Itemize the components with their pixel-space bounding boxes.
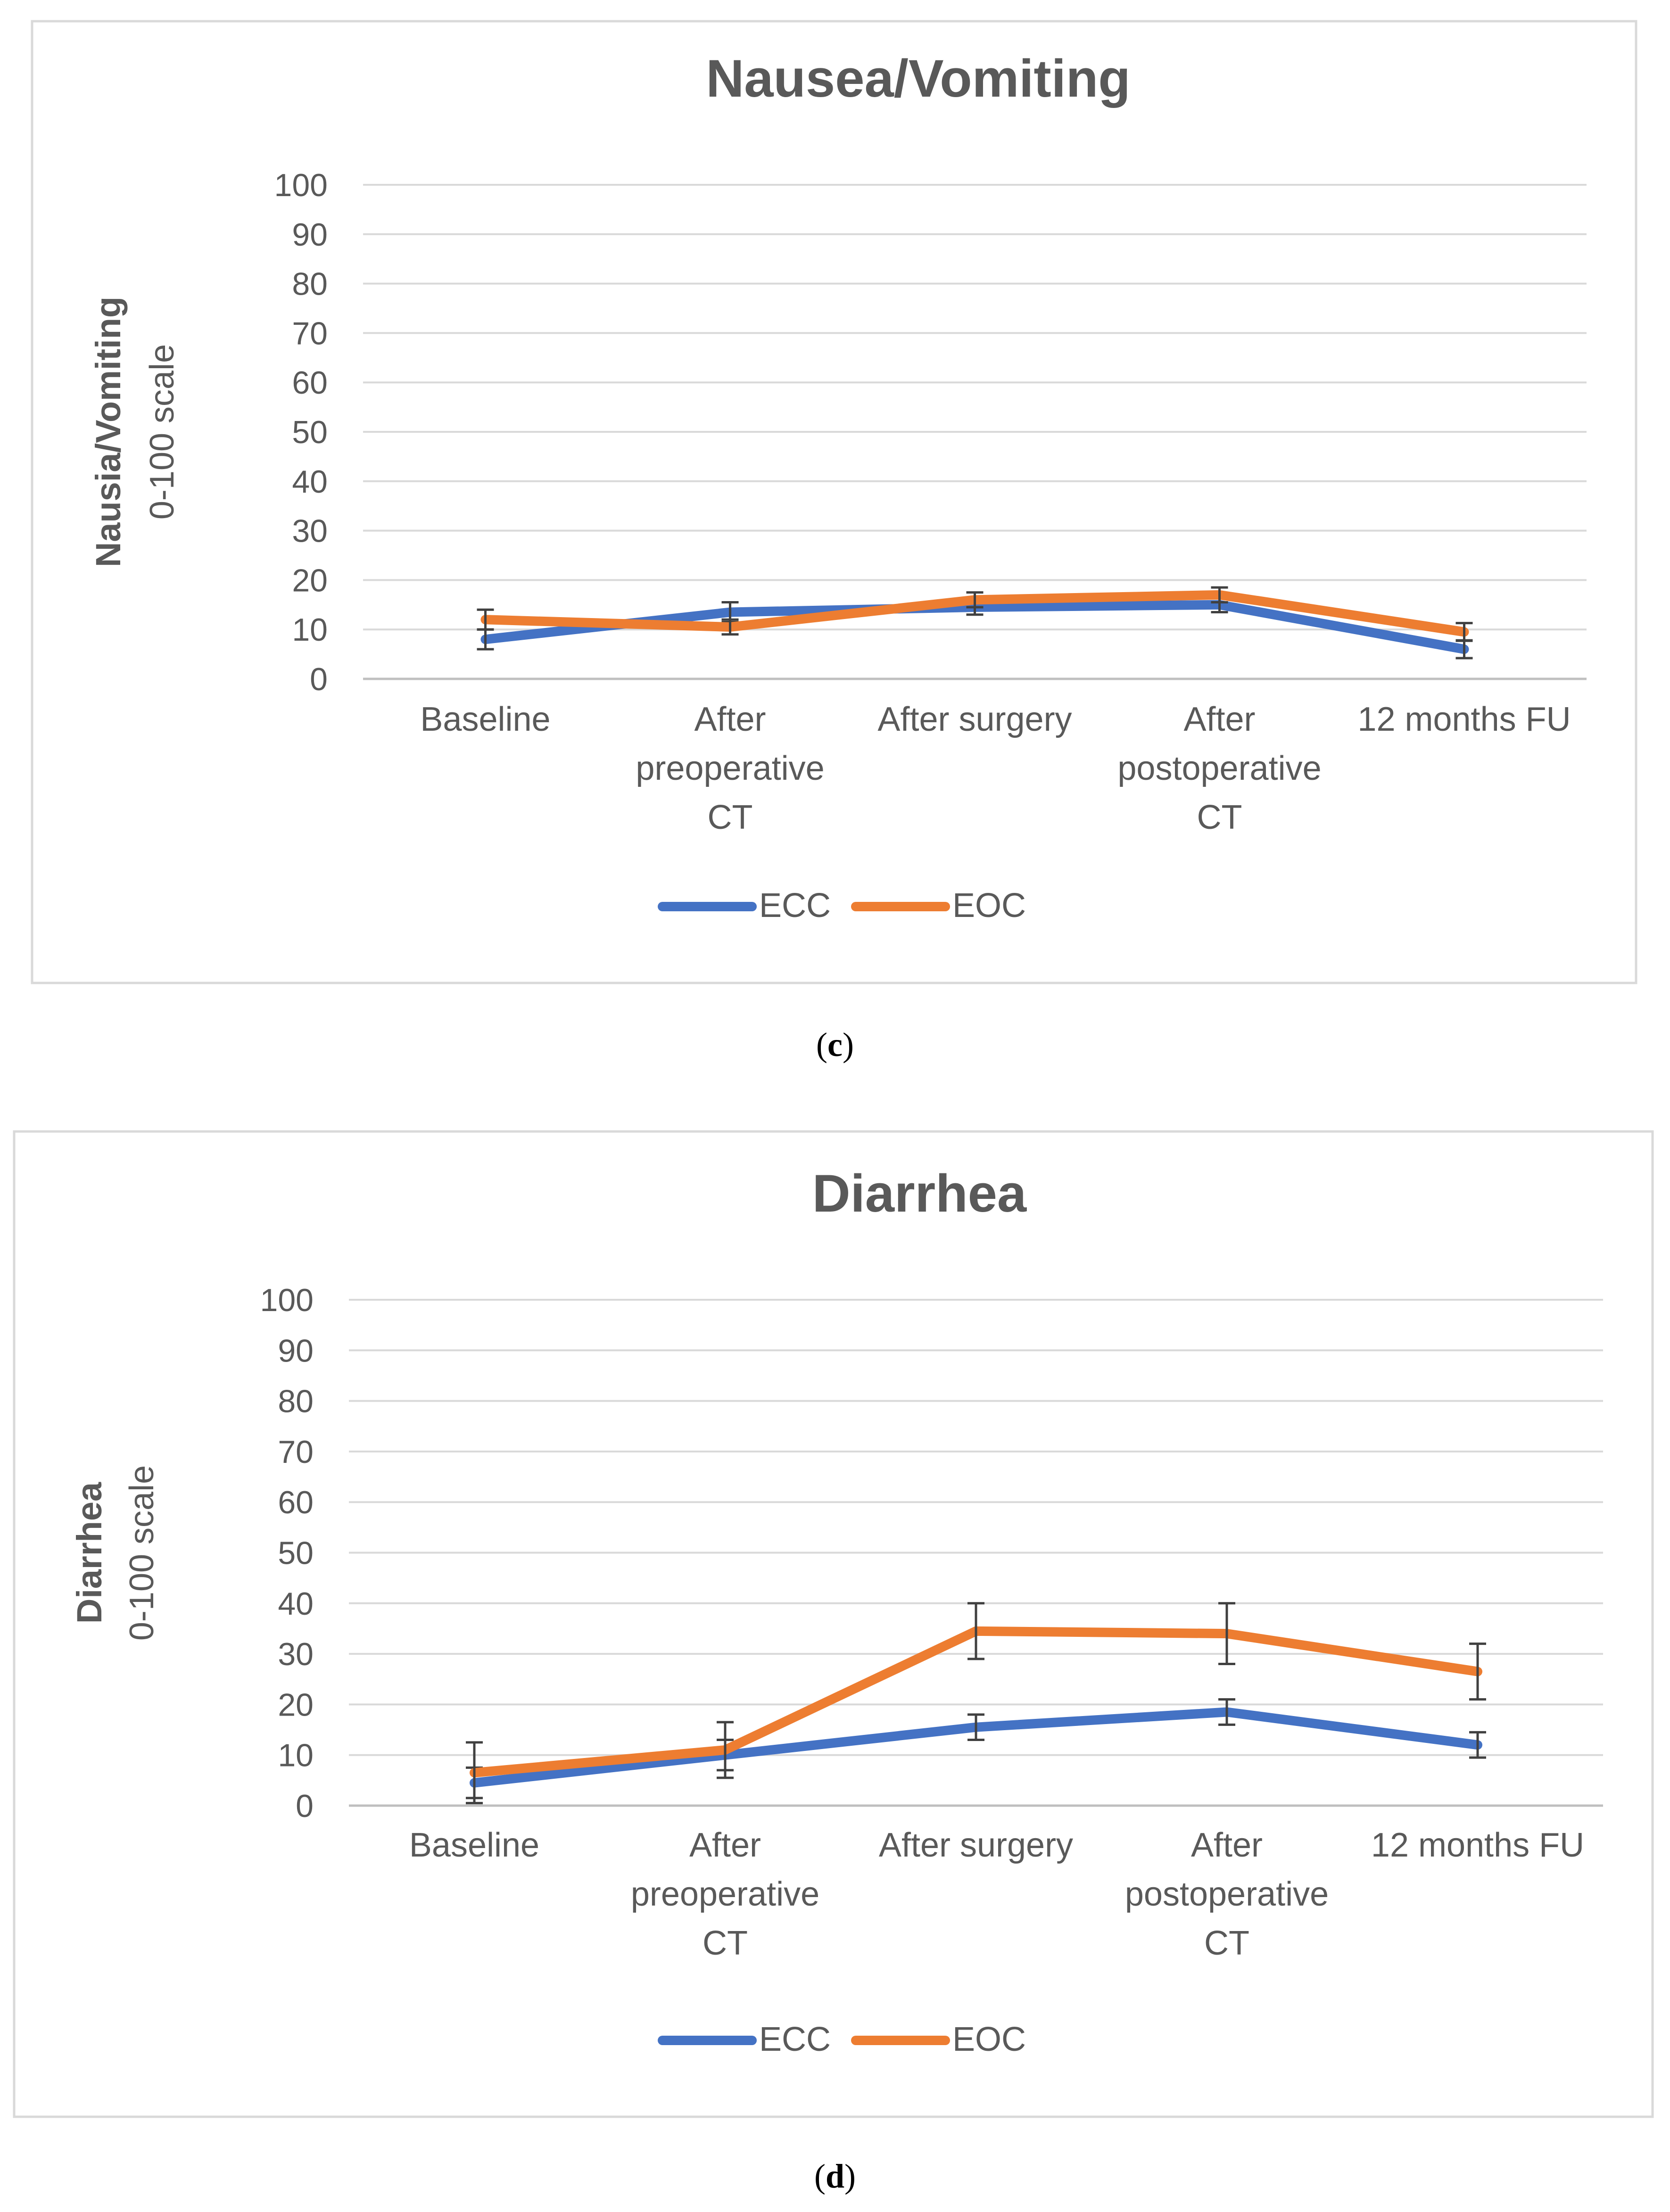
error-bar [1455, 622, 1473, 642]
chart-frame [31, 20, 1637, 984]
x-tick-label: After [689, 1826, 761, 1864]
chart-diarrhea: Diarrhea 0 10 20 30 40 50 60 70 80 90 100 Diarrhea 0-… [13, 1130, 1654, 2118]
y-tick-label: 90 [292, 217, 328, 253]
x-tick-label: CT [1204, 1924, 1249, 1962]
y-tick-label: 80 [292, 266, 328, 302]
series-eoc [477, 586, 1473, 642]
y-axis-label-line1: Nausia/Vomiting [89, 297, 128, 567]
x-tick-label: preoperative [631, 1875, 819, 1913]
y-tick-label: 30 [292, 513, 328, 549]
chart-panel-nausea: Nausea/Vomiting 0 10 20 30 40 50 60 70 80 90 100 Nau… [0, 0, 1670, 1051]
x-tick-label: After [1191, 1826, 1263, 1864]
x-tick-label: postoperative [1125, 1875, 1329, 1913]
error-bar [967, 1602, 984, 1660]
caption-d-label: d [825, 2157, 845, 2195]
error-bar [1211, 586, 1228, 604]
error-bar [477, 608, 494, 631]
chart-title: Diarrhea [812, 1164, 1027, 1223]
x-tick-label: After surgery [877, 701, 1072, 738]
chart-panel-diarrhea: Diarrhea 0 10 20 30 40 50 60 70 80 90 100 Diarrhea 0-… [0, 1113, 1670, 2164]
y-tick-label: 100 [260, 1282, 314, 1318]
error-bar [721, 618, 739, 636]
legend: ECC EOC [658, 887, 1026, 924]
y-tick-label: 20 [278, 1687, 314, 1723]
y-axis-label-line2: 0-100 scale [123, 1465, 161, 1641]
y-tick-label: 20 [292, 562, 328, 598]
caption-c-label: c [827, 1026, 843, 1064]
chart-frame [13, 1130, 1654, 2118]
error-bar [966, 591, 984, 609]
series-eoc [466, 1602, 1486, 1805]
x-tick-label: After [1183, 701, 1255, 738]
legend-item-ecc: ECC [658, 887, 831, 924]
y-tick-label: 40 [278, 1586, 314, 1622]
y-tick-label: 0 [296, 1788, 314, 1824]
y-tick-label: 70 [292, 315, 328, 351]
x-tick-label: postoperative [1117, 750, 1321, 787]
y-tick-label: 50 [292, 414, 328, 450]
y-axis-label: Nausia/Vomiting 0-100 scale [89, 297, 181, 567]
chart-nausea-vomiting: Nausea/Vomiting 0 10 20 30 40 50 60 70 80 90 100 Nau… [31, 20, 1637, 984]
panel-caption-c: (c) [816, 1026, 854, 1064]
error-bar [466, 1741, 483, 1805]
x-tick-label: 12 months FU [1357, 701, 1571, 738]
legend-item-ecc: ECC [658, 2021, 831, 2058]
y-tick-label: 30 [278, 1636, 314, 1672]
chart-title: Nausea/Vomiting [706, 49, 1130, 108]
legend-item-eoc: EOC [851, 2021, 1026, 2058]
y-axis-label: Diarrhea 0-100 scale [70, 1465, 161, 1641]
error-bar [1218, 1698, 1235, 1726]
y-tick-label: 10 [292, 612, 328, 648]
y-axis-label-line1: Diarrhea [70, 1482, 109, 1624]
y-tick-label: 50 [278, 1535, 314, 1571]
y-tick-label: 40 [292, 464, 328, 500]
y-tick-label: 100 [274, 167, 328, 203]
legend-item-eoc: EOC [851, 887, 1026, 924]
x-tick-label: preoperative [636, 750, 824, 787]
x-tick-label: After surgery [879, 1826, 1073, 1864]
y-tick-label: 80 [278, 1384, 314, 1420]
x-tick-label: 12 months FU [1371, 1826, 1584, 1864]
error-bar [967, 1713, 984, 1742]
legend-label: ECC [759, 2021, 831, 2058]
error-bar [717, 1721, 734, 1779]
x-tick-label: CT [708, 799, 753, 836]
legend-label: ECC [759, 887, 831, 924]
y-tick-label: 90 [278, 1333, 314, 1369]
error-bar [1218, 1602, 1235, 1666]
error-bar [1469, 1642, 1486, 1701]
error-bar [1469, 1731, 1486, 1759]
y-tick-label: 10 [278, 1738, 314, 1774]
y-tick-label: 0 [310, 661, 328, 697]
x-tick-label: Baseline [409, 1826, 539, 1864]
panel-caption-d: (d) [814, 2157, 856, 2195]
y-axis-label-line2: 0-100 scale [143, 344, 181, 520]
legend: ECC EOC [658, 2021, 1026, 2058]
x-tick-label: CT [1197, 799, 1242, 836]
y-tick-label: 60 [278, 1485, 314, 1520]
x-tick-label: Baseline [420, 701, 550, 738]
x-tick-label: After [694, 701, 766, 738]
legend-label: EOC [952, 2021, 1026, 2058]
legend-label: EOC [952, 887, 1026, 924]
y-tick-label: 60 [292, 365, 328, 401]
y-tick-label: 70 [278, 1434, 314, 1470]
x-tick-label: CT [703, 1924, 748, 1962]
